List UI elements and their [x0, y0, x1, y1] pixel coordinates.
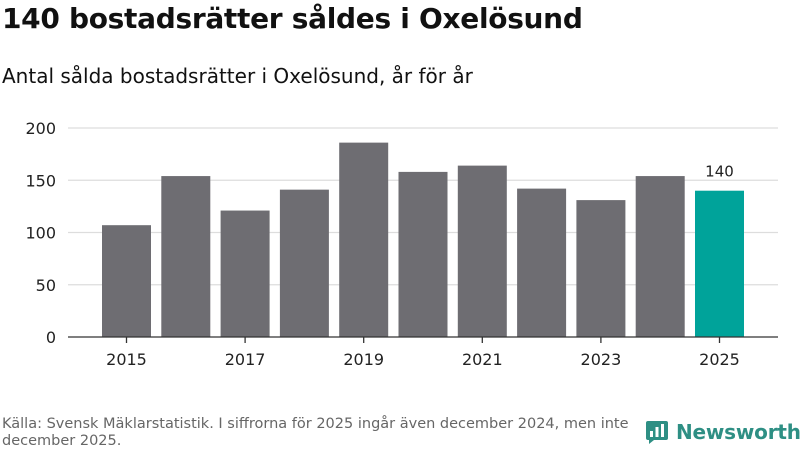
y-tick-label: 150 [25, 171, 56, 190]
x-tick-label: 2015 [106, 350, 147, 369]
y-tick-label: 50 [36, 276, 56, 295]
newsworthy-logo: Newsworthy [645, 420, 800, 444]
y-axis-tick-labels: 0 50 100 150 200 [25, 119, 56, 347]
bar-2016 [161, 176, 211, 337]
bar-2025 [695, 190, 744, 337]
y-tick-label: 200 [25, 119, 56, 138]
chart-title: 140 bostadsrätter såldes i Oxelösund [2, 2, 583, 35]
x-tick-label: 2023 [581, 350, 622, 369]
x-tick-label: 2021 [462, 350, 503, 369]
source-note: Källa: Svensk Mäklarstatistik. I siffror… [2, 416, 629, 449]
bar-2021 [457, 165, 507, 337]
bar-2023 [576, 200, 626, 337]
bar-2020 [398, 171, 448, 337]
chart-subtitle: Antal sålda bostadsrätter i Oxelösund, å… [2, 64, 473, 88]
bars [102, 142, 744, 337]
x-tick-label: 2019 [343, 350, 384, 369]
y-tick-label: 0 [46, 328, 56, 347]
brand-name: Newsworthy [676, 420, 800, 444]
bar-2017 [220, 210, 270, 337]
data-labels: 140 [705, 163, 734, 181]
data-label-2025: 140 [705, 163, 734, 181]
x-axis-tick-labels: 2015 2017 2019 2021 2023 2025 [106, 350, 740, 369]
bar-2018 [279, 189, 329, 337]
bar-2024 [635, 176, 685, 337]
x-tick-label: 2017 [225, 350, 266, 369]
bar-2019 [339, 142, 389, 337]
bar-2015 [102, 225, 151, 337]
bar-2022 [517, 188, 567, 337]
x-axis [68, 336, 778, 343]
y-tick-label: 100 [25, 224, 56, 243]
x-tick-label: 2025 [699, 350, 740, 369]
bar-chart-speech-icon [646, 421, 668, 444]
